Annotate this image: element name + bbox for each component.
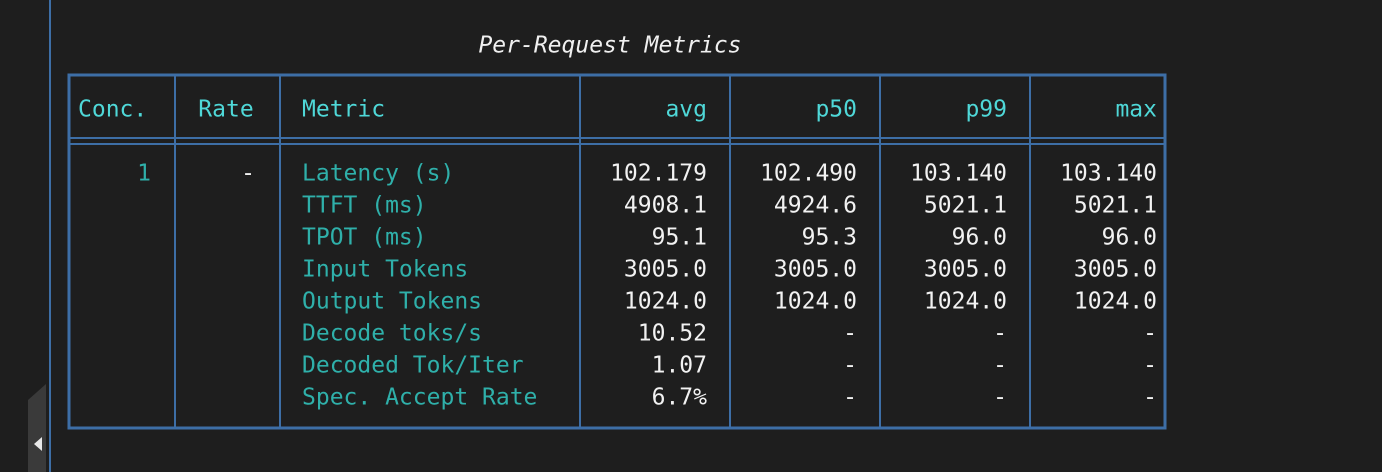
metric-value: 102.490 bbox=[760, 161, 857, 187]
concurrency: 1 bbox=[137, 161, 151, 187]
column-header: p99 bbox=[965, 97, 1007, 123]
rate: - bbox=[241, 161, 255, 187]
metric-value: 103.140 bbox=[1060, 161, 1157, 187]
metric-name: Decoded Tok/Iter bbox=[302, 353, 524, 379]
column-header: Rate bbox=[198, 97, 253, 123]
metric-name: TTFT (ms) bbox=[302, 193, 427, 219]
metric-value: 5021.1 bbox=[924, 193, 1007, 219]
metric-value: 96.0 bbox=[1102, 225, 1157, 251]
metric-value: 1024.0 bbox=[624, 289, 707, 315]
metric-value: 1024.0 bbox=[774, 289, 857, 315]
metric-value: 5021.1 bbox=[1074, 193, 1157, 219]
column-header: avg bbox=[665, 97, 707, 123]
column-header: max bbox=[1115, 97, 1157, 123]
metric-value: 3005.0 bbox=[624, 257, 707, 283]
metric-value: 3005.0 bbox=[1074, 257, 1157, 283]
metric-value: 3005.0 bbox=[924, 257, 1007, 283]
table-title: Per-Request Metrics bbox=[478, 33, 741, 59]
metric-name: Output Tokens bbox=[302, 289, 482, 315]
metric-value: 4924.6 bbox=[774, 193, 857, 219]
metric-value: 96.0 bbox=[952, 225, 1007, 251]
metric-value: 95.3 bbox=[802, 225, 857, 251]
metric-name: Latency (s) bbox=[302, 161, 454, 187]
metric-value: - bbox=[1143, 321, 1157, 347]
metric-value: - bbox=[843, 353, 857, 379]
metric-value: 4908.1 bbox=[624, 193, 707, 219]
table-borders bbox=[67, 73, 1167, 430]
collapse-arrow[interactable] bbox=[34, 437, 42, 451]
metric-value: 95.1 bbox=[652, 225, 707, 251]
metric-value: 1024.0 bbox=[1074, 289, 1157, 315]
metric-value: 1.07 bbox=[652, 353, 707, 379]
metric-value: 1024.0 bbox=[924, 289, 1007, 315]
table-frame bbox=[67, 73, 1167, 430]
metric-value: - bbox=[993, 353, 1007, 379]
metric-value: - bbox=[843, 385, 857, 411]
metric-value: 102.179 bbox=[610, 161, 707, 187]
column-header: Conc. bbox=[78, 97, 147, 123]
metric-value: 3005.0 bbox=[774, 257, 857, 283]
metric-value: - bbox=[993, 321, 1007, 347]
column-header: Metric bbox=[302, 97, 385, 123]
metric-value: - bbox=[1143, 353, 1157, 379]
metric-value: - bbox=[843, 321, 857, 347]
column-header: p50 bbox=[815, 97, 857, 123]
metric-name: TPOT (ms) bbox=[302, 225, 427, 251]
metric-value: - bbox=[1143, 385, 1157, 411]
metric-value: - bbox=[993, 385, 1007, 411]
metric-name: Decode toks/s bbox=[302, 321, 482, 347]
metric-value: 6.7% bbox=[652, 385, 708, 411]
metric-name: Input Tokens bbox=[302, 257, 468, 283]
metric-value: 10.52 bbox=[638, 321, 707, 347]
metric-name: Spec. Accept Rate bbox=[302, 385, 537, 411]
metric-value: 103.140 bbox=[910, 161, 1007, 187]
